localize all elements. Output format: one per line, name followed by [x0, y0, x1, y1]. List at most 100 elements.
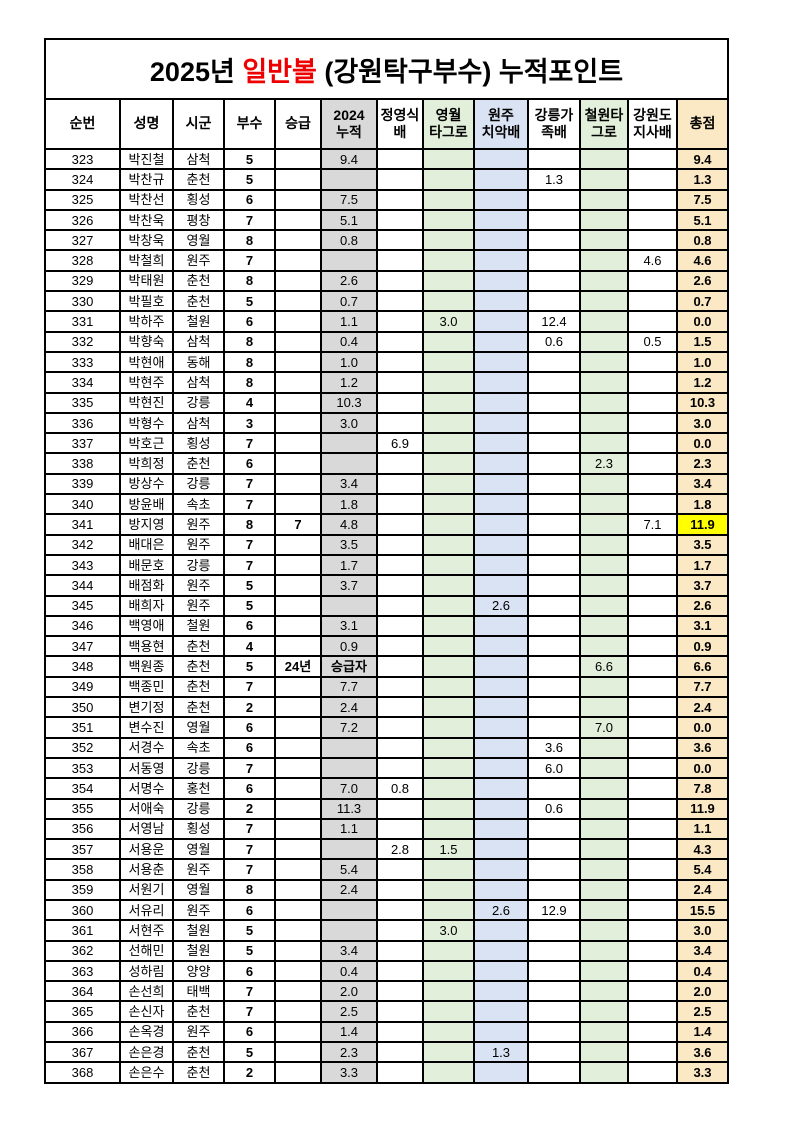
cell-jys	[376, 249, 424, 272]
cell-total: 4.6	[676, 249, 729, 272]
cell-jys	[376, 371, 424, 394]
table-row: 341 방지영 원주 8 7 4.8 7.1 11.9	[44, 513, 729, 536]
table-row: 343 배문호 강릉 7 1.7 1.7	[44, 553, 729, 577]
cell-cum: 0.4	[320, 330, 378, 353]
cell-jys	[376, 168, 424, 191]
table-row: 332 박향숙 삼척 8 0.4 0.6 0.5 1.5	[44, 330, 729, 353]
cell-name: 서명수	[119, 777, 174, 800]
cell-no: 327	[44, 229, 121, 252]
cell-cw	[579, 290, 629, 313]
cell-gwd	[627, 411, 678, 435]
cell-city: 원주	[172, 898, 225, 922]
cell-gwd	[627, 838, 678, 861]
cell-cw	[579, 919, 629, 942]
cell-gwd	[627, 777, 678, 800]
page-title: 2025년 일반볼 (강원탁구부수) 누적포인트	[44, 38, 729, 100]
cell-gn	[527, 635, 581, 658]
cell-cw	[579, 614, 629, 638]
table-row: 361 서현주 철원 5 3.0 3.0	[44, 919, 729, 942]
cell-promo	[274, 777, 322, 800]
cell-grade: 7	[223, 1000, 276, 1023]
column-header-jys: 정영식 배	[376, 98, 424, 150]
cell-city: 춘천	[172, 269, 225, 293]
cell-yw	[422, 756, 475, 780]
cell-gn	[527, 1041, 581, 1064]
cell-cum	[320, 452, 378, 475]
cell-jys	[376, 472, 424, 496]
cell-cum: 7.2	[320, 716, 378, 739]
cell-no: 346	[44, 614, 121, 638]
cell-cum: 5.4	[320, 858, 378, 881]
cell-wj	[473, 432, 529, 455]
title-highlight: 일반볼	[242, 56, 317, 87]
points-table: 2025년 일반볼 (강원탁구부수) 누적포인트 순번 성명 시군 부수 승급 2024 누…	[44, 38, 729, 1084]
cell-grade: 4	[223, 635, 276, 658]
cell-no: 351	[44, 716, 121, 739]
cell-gn	[527, 980, 581, 1003]
cell-city: 강릉	[172, 553, 225, 577]
column-header-name: 성명	[119, 98, 174, 150]
cell-cum: 2.0	[320, 980, 378, 1003]
cell-gwd	[627, 878, 678, 901]
column-header-promo: 승급	[274, 98, 322, 150]
table-row: 345 배희자 원주 5 2.6 2.6	[44, 594, 729, 617]
cell-gn: 0.6	[527, 797, 581, 820]
cell-wj	[473, 736, 529, 759]
cell-promo	[274, 188, 322, 211]
cell-grade: 7	[223, 432, 276, 455]
cell-total: 0.0	[676, 432, 729, 455]
cell-yw	[422, 1020, 475, 1044]
cell-total: 1.8	[676, 493, 729, 516]
cell-gwd	[627, 736, 678, 759]
cell-total: 3.4	[676, 939, 729, 962]
table-row: 339 방상수 강릉 7 3.4 3.4	[44, 472, 729, 496]
cell-cw	[579, 817, 629, 841]
cell-gwd	[627, 919, 678, 942]
cell-city: 강릉	[172, 391, 225, 414]
cell-city: 춘천	[172, 168, 225, 191]
cell-city: 강릉	[172, 756, 225, 780]
cell-cum: 3.5	[320, 533, 378, 556]
table-row: 354 서명수 홍천 6 7.0 0.8 7.8	[44, 777, 729, 800]
cell-grade: 6	[223, 1020, 276, 1044]
cell-grade: 8	[223, 350, 276, 374]
cell-no: 344	[44, 574, 121, 597]
cell-grade: 5	[223, 574, 276, 597]
cell-wj	[473, 269, 529, 293]
cell-wj	[473, 147, 529, 171]
cell-gwd	[627, 208, 678, 232]
cell-gwd	[627, 959, 678, 983]
cell-promo	[274, 168, 322, 191]
cell-gwd	[627, 898, 678, 922]
cell-gn	[527, 675, 581, 699]
cell-cum	[320, 168, 378, 191]
cell-cw	[579, 756, 629, 780]
cell-no: 345	[44, 594, 121, 617]
cell-cw	[579, 330, 629, 353]
cell-total: 2.0	[676, 980, 729, 1003]
cell-no: 364	[44, 980, 121, 1003]
cell-gn	[527, 229, 581, 252]
cell-name: 변기정	[119, 696, 174, 719]
cell-gn	[527, 188, 581, 211]
cell-cw	[579, 898, 629, 922]
cell-cum: 승급자	[320, 655, 378, 678]
cell-total: 2.3	[676, 452, 729, 475]
cell-promo	[274, 350, 322, 374]
cell-gn	[527, 411, 581, 435]
cell-grade: 7	[223, 553, 276, 577]
cell-wj	[473, 1000, 529, 1023]
cell-cw	[579, 472, 629, 496]
cell-gwd: 0.5	[627, 330, 678, 353]
cell-jys	[376, 574, 424, 597]
cell-wj	[473, 716, 529, 739]
cell-grade: 5	[223, 290, 276, 313]
cell-cw	[579, 675, 629, 699]
cell-city: 강릉	[172, 472, 225, 496]
cell-name: 박창욱	[119, 229, 174, 252]
cell-yw	[422, 269, 475, 293]
cell-city: 속초	[172, 493, 225, 516]
cell-cum	[320, 838, 378, 861]
cell-name: 박현주	[119, 371, 174, 394]
column-header-cum: 2024 누적	[320, 98, 378, 150]
